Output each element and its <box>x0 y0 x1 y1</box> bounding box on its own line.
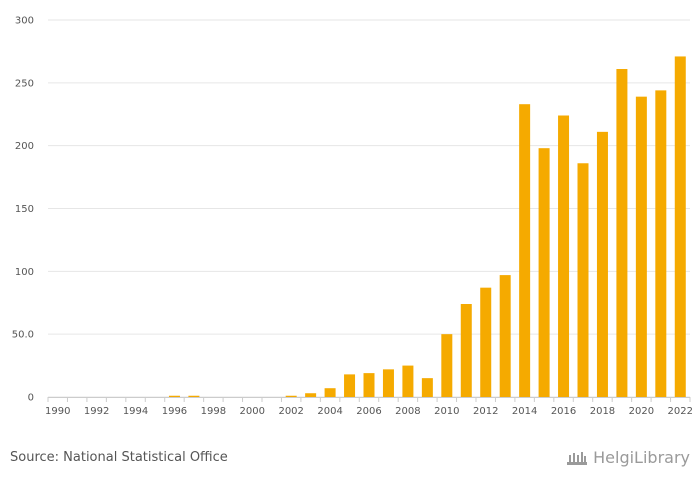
bar <box>616 69 628 397</box>
y-tick-label: 0 <box>28 393 34 404</box>
x-tick-label: 2010 <box>434 406 459 417</box>
bar-chart: 0 50.0 100 150 200 250 300 1990 1992 1994 1996 1998… <box>12 16 693 418</box>
bar <box>168 395 180 397</box>
x-tick-label: 2000 <box>240 406 265 417</box>
bar <box>188 395 200 397</box>
y-tick-label: 200 <box>15 141 34 152</box>
x-tick-label: 2002 <box>278 406 303 417</box>
y-tick-label: 300 <box>15 16 34 27</box>
bar <box>285 395 297 397</box>
brand-logo[interactable]: HelgiLibrary <box>565 448 690 467</box>
bar <box>305 393 317 397</box>
bar <box>596 131 608 398</box>
y-tick-label: 100 <box>15 267 34 278</box>
x-tick-label: 2004 <box>317 406 342 417</box>
x-tick-label: 2012 <box>473 406 498 417</box>
x-tick-label: 2016 <box>551 406 576 417</box>
library-building-icon <box>567 451 588 465</box>
bar <box>538 148 550 397</box>
x-tick-label: 2020 <box>629 406 654 417</box>
x-tick-label: 2014 <box>512 406 537 417</box>
bar <box>441 334 453 397</box>
bar <box>382 369 394 397</box>
x-tick-label: 1996 <box>162 406 187 417</box>
x-tick-label: 1994 <box>123 406 148 417</box>
x-tick-label: 1992 <box>84 406 109 417</box>
brand-name: HelgiLibrary <box>593 448 690 467</box>
bar <box>674 56 686 398</box>
bar <box>363 373 375 397</box>
y-tick-label: 150 <box>15 204 34 215</box>
x-tick-label: 2006 <box>356 406 381 417</box>
bar <box>402 365 414 397</box>
bar <box>635 96 647 397</box>
bar <box>421 378 433 397</box>
bar <box>499 275 511 397</box>
bar <box>655 90 667 397</box>
x-tick-label: 1990 <box>45 406 70 417</box>
bar <box>324 388 336 397</box>
x-tick-label: 2022 <box>668 406 693 417</box>
bar <box>344 374 356 397</box>
bar <box>460 304 472 397</box>
x-tick-label: 2008 <box>395 406 420 417</box>
y-tick-label: 250 <box>15 78 34 89</box>
source-note: Source: National Statistical Office <box>10 450 228 465</box>
y-tick-label: 50.0 <box>12 330 34 341</box>
x-tick-label: 2018 <box>590 406 615 417</box>
bar <box>480 287 492 397</box>
x-tick-label: 1998 <box>201 406 226 417</box>
chart-footer: Source: National Statistical Office Helg… <box>0 440 700 483</box>
bar <box>558 115 570 398</box>
bar <box>577 163 589 397</box>
bar <box>519 104 531 398</box>
